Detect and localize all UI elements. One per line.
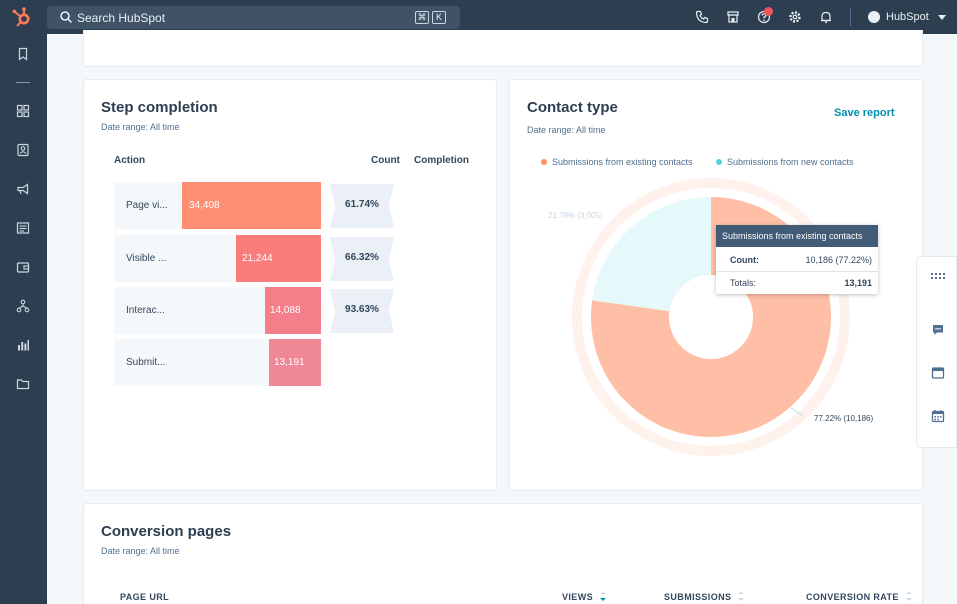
content-icon[interactable] <box>16 221 30 235</box>
apps-grid-icon[interactable] <box>931 269 945 283</box>
shortcut-key-k: K <box>432 11 446 24</box>
search-placeholder: Search HubSpot <box>77 11 166 25</box>
hubspot-logo-icon[interactable] <box>10 6 34 28</box>
account-name: HubSpot <box>886 11 929 23</box>
legend-swatch <box>716 159 722 165</box>
column-header-conversion-rate[interactable]: CONVERSION RATE <box>806 592 913 602</box>
notification-badge <box>764 7 773 16</box>
completion-rate-chip: 61.74% <box>330 184 394 228</box>
library-folder-icon[interactable] <box>16 377 30 391</box>
legend-item-existing[interactable]: Submissions from existing contacts <box>541 157 693 167</box>
sort-icon <box>738 592 745 601</box>
tooltip-divider <box>716 271 878 272</box>
pie-slice-new[interactable] <box>592 197 711 317</box>
legend-swatch <box>541 159 547 165</box>
tooltip-count-value: 10,186 (77.22%) <box>805 255 872 265</box>
column-header-page-url[interactable]: PAGE URL <box>120 592 170 602</box>
pie-label-connector <box>790 407 804 417</box>
completion-column-header[interactable]: Completion <box>414 155 469 166</box>
chevron-down-icon <box>938 15 946 20</box>
completion-rate-value: 93.63% <box>345 304 379 315</box>
funnel-bar-value: 14,088 <box>270 305 301 316</box>
pie-hover-halo <box>572 178 850 456</box>
chart-tooltip: Submissions from existing contacts Count… <box>716 225 878 294</box>
marketplace-icon[interactable] <box>726 10 740 24</box>
column-header-label: CONVERSION RATE <box>806 592 899 602</box>
funnel-step-label: Interac... <box>126 305 165 316</box>
pie-slice-label-new: 21.78% (3,005) <box>548 211 603 220</box>
step-completion-card: Step completion Date range: All time Act… <box>83 79 497 491</box>
funnel-bar[interactable] <box>269 339 321 386</box>
card-title: Conversion pages <box>101 523 232 540</box>
notifications-bell-icon[interactable] <box>819 10 833 24</box>
bookmark-icon[interactable] <box>16 47 30 61</box>
legend-item-new[interactable]: Submissions from new contacts <box>716 157 854 167</box>
funnel-bar[interactable] <box>265 287 321 334</box>
card-title: Contact type <box>527 99 618 116</box>
completion-rate-value: 66.32% <box>345 252 379 263</box>
funnel-bar[interactable] <box>182 182 321 229</box>
card-title: Step completion <box>101 99 218 116</box>
tooltip-count-label: Count: <box>730 255 759 265</box>
funnel-step-label: Page vi... <box>126 200 168 211</box>
funnel-bar-value: 21,244 <box>242 253 273 264</box>
previous-report-card <box>83 30 923 67</box>
tooltip-title: Submissions from existing contacts <box>716 225 878 247</box>
phone-icon[interactable] <box>695 10 709 24</box>
completion-rate-chip: 93.63% <box>330 289 394 333</box>
conversion-pages-card: Conversion pages Date range: All time PA… <box>83 503 923 604</box>
tooltip-totals-label: Totals: <box>730 278 757 288</box>
sort-descending-icon <box>599 592 606 601</box>
marketing-megaphone-icon[interactable] <box>16 182 30 196</box>
date-range: Date range: All time <box>101 122 180 132</box>
commerce-wallet-icon[interactable] <box>16 260 30 274</box>
search-bar[interactable]: Search HubSpot ⌘ K <box>47 6 460 29</box>
column-header-views[interactable]: VIEWS <box>562 592 607 602</box>
funnel-bar-value: 34,408 <box>189 200 220 211</box>
top-navigation-bar: Search HubSpot ⌘ K HubSpot <box>0 0 957 34</box>
contacts-icon[interactable] <box>16 143 30 157</box>
action-column-header: Action <box>114 155 146 166</box>
sort-icon <box>905 592 912 601</box>
column-header-label: VIEWS <box>562 592 594 602</box>
funnel-step-label: Visible ... <box>126 253 167 264</box>
legend-label: Submissions from existing contacts <box>552 157 693 167</box>
funnel-bar[interactable] <box>236 235 321 282</box>
count-column-header[interactable]: Count <box>371 155 400 166</box>
completion-rate-value: 61.74% <box>345 199 379 210</box>
save-report-button[interactable]: Save report <box>834 107 895 119</box>
workspaces-grid-icon[interactable] <box>16 104 30 118</box>
shortcut-key-command: ⌘ <box>415 11 429 24</box>
column-header-submissions[interactable]: SUBMISSIONS <box>664 592 745 602</box>
date-range: Date range: All time <box>527 125 606 135</box>
pie-center-hole <box>669 275 753 359</box>
chat-icon[interactable] <box>931 323 945 337</box>
right-helper-panel <box>916 256 957 448</box>
sidebar-divider <box>16 82 30 83</box>
legend-label: Submissions from new contacts <box>727 157 854 167</box>
column-header-label: SUBMISSIONS <box>664 592 732 602</box>
automation-workflow-icon[interactable] <box>16 299 30 313</box>
tooltip-totals-value: 13,191 <box>844 278 872 288</box>
reporting-bar-chart-icon[interactable] <box>16 338 30 352</box>
settings-gear-icon[interactable] <box>788 10 802 24</box>
funnel-step-label: Submit... <box>126 357 166 368</box>
date-range: Date range: All time <box>101 546 180 556</box>
account-avatar <box>868 11 880 23</box>
completion-rate-chip: 66.32% <box>330 237 394 281</box>
topbar-divider <box>850 8 851 26</box>
calendar-icon[interactable] <box>931 409 945 423</box>
pie-slice-label-existing: 77.22% (10,186) <box>814 414 874 423</box>
left-sidebar <box>0 34 47 604</box>
funnel-bar-value: 13,191 <box>274 357 305 368</box>
search-icon <box>60 11 73 24</box>
browser-window-icon[interactable] <box>931 366 945 380</box>
